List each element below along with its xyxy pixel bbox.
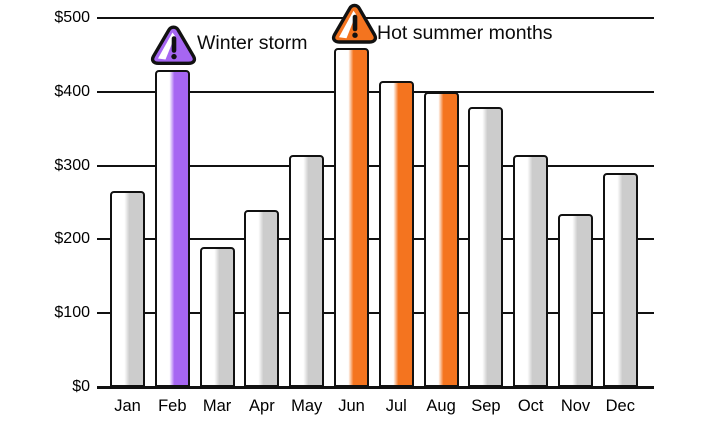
x-tick-label-nov: Nov (560, 397, 591, 415)
x-tick-label-jan: Jan (114, 397, 141, 415)
bar-mar (199, 246, 235, 387)
bar-apr (244, 209, 280, 387)
gridline (97, 17, 654, 19)
y-tick-label: $300 (54, 156, 90, 174)
bar-nov (558, 213, 593, 387)
bar-dec (602, 172, 638, 387)
y-tick-label: $0 (72, 378, 90, 395)
bar-feb (154, 69, 190, 387)
x-tick-label-sep: Sep (471, 397, 501, 415)
x-tick-label-apr: Apr (249, 397, 275, 415)
x-tick-label-jul: Jul (385, 397, 407, 415)
x-axis-baseline (97, 385, 654, 389)
bar-sep (468, 106, 504, 387)
warning-triangle-icon (331, 3, 378, 44)
x-tick-label-dec: Dec (605, 397, 635, 415)
x-tick-label-aug: Aug (426, 397, 456, 415)
gridline (97, 90, 654, 93)
bar-jun (334, 47, 369, 387)
x-tick-label-mar: Mar (202, 397, 232, 415)
gridline (97, 238, 654, 241)
bar-jul (378, 80, 414, 387)
bar-jan (110, 191, 145, 387)
x-tick-label-oct: Oct (517, 397, 544, 415)
bar-oct (513, 154, 549, 387)
y-tick-label: $200 (54, 230, 90, 248)
y-tick-label: $100 (54, 304, 90, 322)
gridline (97, 164, 654, 167)
bar-may (289, 154, 325, 387)
gridline (97, 312, 654, 315)
annotation-hot-summer-label: Hot summer months (377, 22, 553, 44)
annotation-winter-storm-label: Winter storm (197, 32, 308, 54)
x-tick-label-may: May (291, 397, 323, 415)
x-tick-label-jun: Jun (338, 397, 365, 415)
y-tick-label: $500 (54, 9, 90, 26)
bar-aug (423, 91, 459, 387)
x-tick-label-feb: Feb (158, 397, 187, 415)
y-tick-label: $400 (54, 82, 90, 100)
warning-triangle-icon (150, 25, 197, 65)
